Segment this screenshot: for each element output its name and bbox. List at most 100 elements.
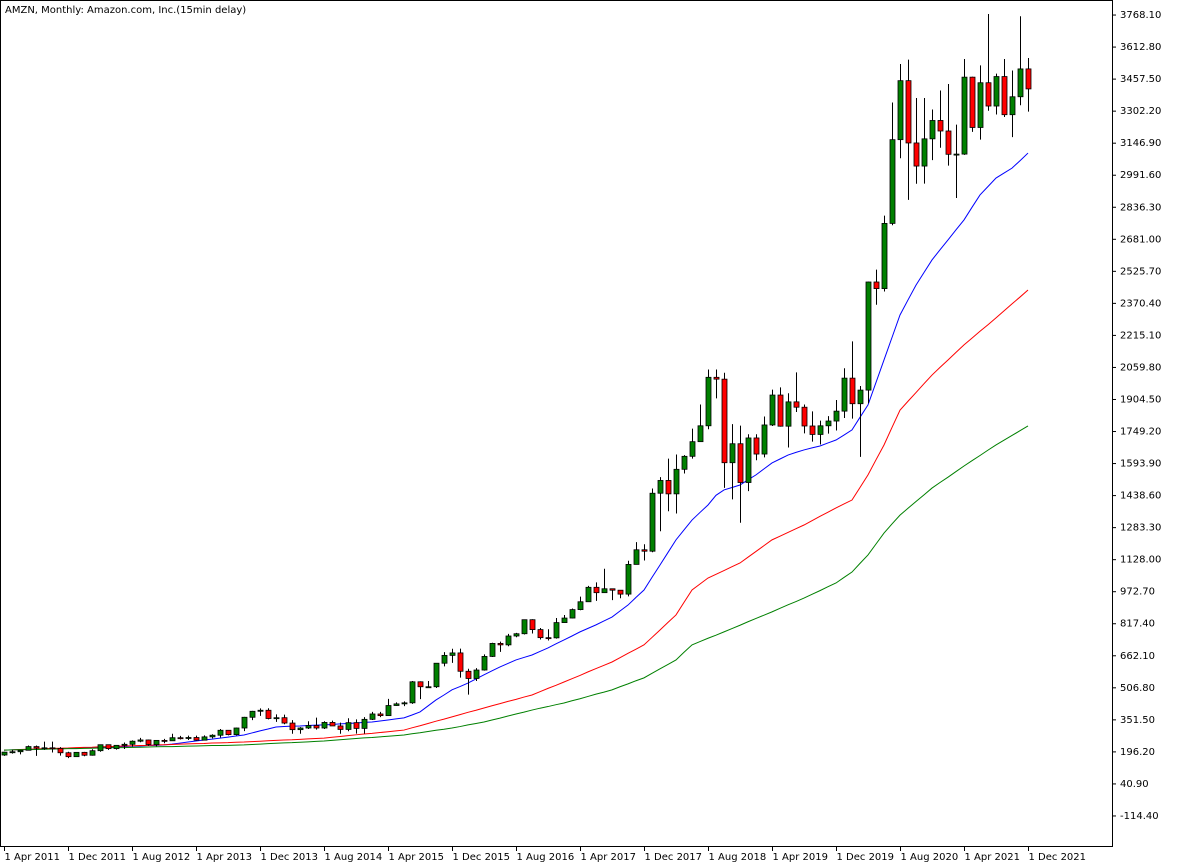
candle-body [561,617,568,623]
candle-body [985,82,992,107]
candle-body [129,740,136,745]
candle-body [841,377,848,412]
candle-body [209,734,216,738]
candle-body [833,410,840,422]
candle-body [857,389,864,405]
candle-body [1009,96,1016,116]
candle-body [257,709,264,712]
candle-body [313,725,320,729]
candle-body [161,739,168,742]
candle-body [585,586,592,603]
y-tick-label: 2991.60 [1120,170,1161,181]
candle-body [721,378,728,464]
candle-body [673,468,680,495]
x-tick-label: 1 Dec 2011 [69,852,127,863]
y-tick-label: -114.40 [1120,811,1159,822]
candle-body [137,739,144,742]
candle-body [225,729,232,736]
candle-body [761,424,768,455]
candle-body [25,746,32,751]
candle-body [305,725,312,729]
x-tick-label: 1 Apr 2017 [581,852,636,863]
candle-body [1,751,8,756]
y-tick-label: 1593.90 [1120,459,1161,470]
x-tick-label: 1 Dec 2013 [261,852,319,863]
candle-body [121,743,128,746]
candle-body [601,588,608,594]
candle-body [521,619,528,635]
x-tick-label: 1 Apr 2011 [5,852,60,863]
candle-body [961,76,968,155]
candle-body [625,564,632,595]
candle-body [81,751,88,756]
y-tick-label: 817.40 [1120,619,1155,630]
plot-frame [0,0,1113,847]
candle-body [737,443,744,483]
y-tick-label: 1283.30 [1120,523,1161,534]
candle-body [1017,68,1024,98]
x-tick-label: 1 Apr 2019 [773,852,828,863]
candle-body [593,586,600,594]
candle-body [817,425,824,435]
x-tick-label: 1 Aug 2020 [901,852,959,863]
candle-body [57,748,64,754]
candle-body [969,76,976,128]
y-tick-label: 3457.50 [1120,74,1161,85]
candle-body [825,420,832,427]
candle-body [465,670,472,679]
x-tick-label: 1 Apr 2013 [197,852,252,863]
candle-body [145,739,152,745]
candle-body [241,716,248,729]
candle-body [609,588,616,591]
candle-body [953,153,960,156]
moving-average [3,425,1029,751]
x-tick-label: 1 Dec 2017 [645,852,703,863]
candle-body [9,751,16,754]
candle-body [169,737,176,742]
y-tick-label: 1438.60 [1120,491,1161,502]
candle-body [297,727,304,731]
candle-body [329,722,336,727]
candle-body [289,722,296,731]
candle-body [545,637,552,640]
y-tick-label: 2836.30 [1120,202,1161,213]
x-tick-label: 1 Dec 2021 [1029,852,1087,863]
candle-body [553,622,560,639]
candle-body [569,609,576,619]
candle-body [417,681,424,688]
candle-body [105,744,112,750]
y-tick-label: 2525.70 [1120,266,1161,277]
y-tick-label: 2215.10 [1120,330,1161,341]
candle-body [657,480,664,494]
y-tick-label: 351.50 [1120,715,1155,726]
candle-body [433,662,440,688]
candle-body [409,681,416,704]
candle-body [641,549,648,552]
moving-average [3,289,1029,751]
candle-body [897,80,904,141]
candle-body [993,76,1000,107]
y-tick-label: 662.10 [1120,651,1155,662]
candle-body [513,633,520,637]
candle-body [921,138,928,167]
candle-body [217,729,224,736]
candle-body [321,722,328,729]
candle-body [97,744,104,752]
y-tick-label: 3612.80 [1120,42,1161,53]
y-tick-label: 972.70 [1120,587,1155,598]
candle-body [977,82,984,128]
candle-body [65,752,72,758]
candle-body [249,710,256,718]
y-tick-label: 2059.80 [1120,362,1161,373]
candle-body [1025,68,1032,90]
candle-body [153,739,160,745]
candle-body [337,725,344,730]
candle-body [489,643,496,657]
y-tick-label: 1128.00 [1120,555,1161,566]
candle-body [345,722,352,730]
candle-body [753,437,760,455]
candle-body [497,643,504,646]
y-tick-label: 2681.00 [1120,234,1161,245]
candle-body [689,441,696,457]
candle-body [793,401,800,408]
